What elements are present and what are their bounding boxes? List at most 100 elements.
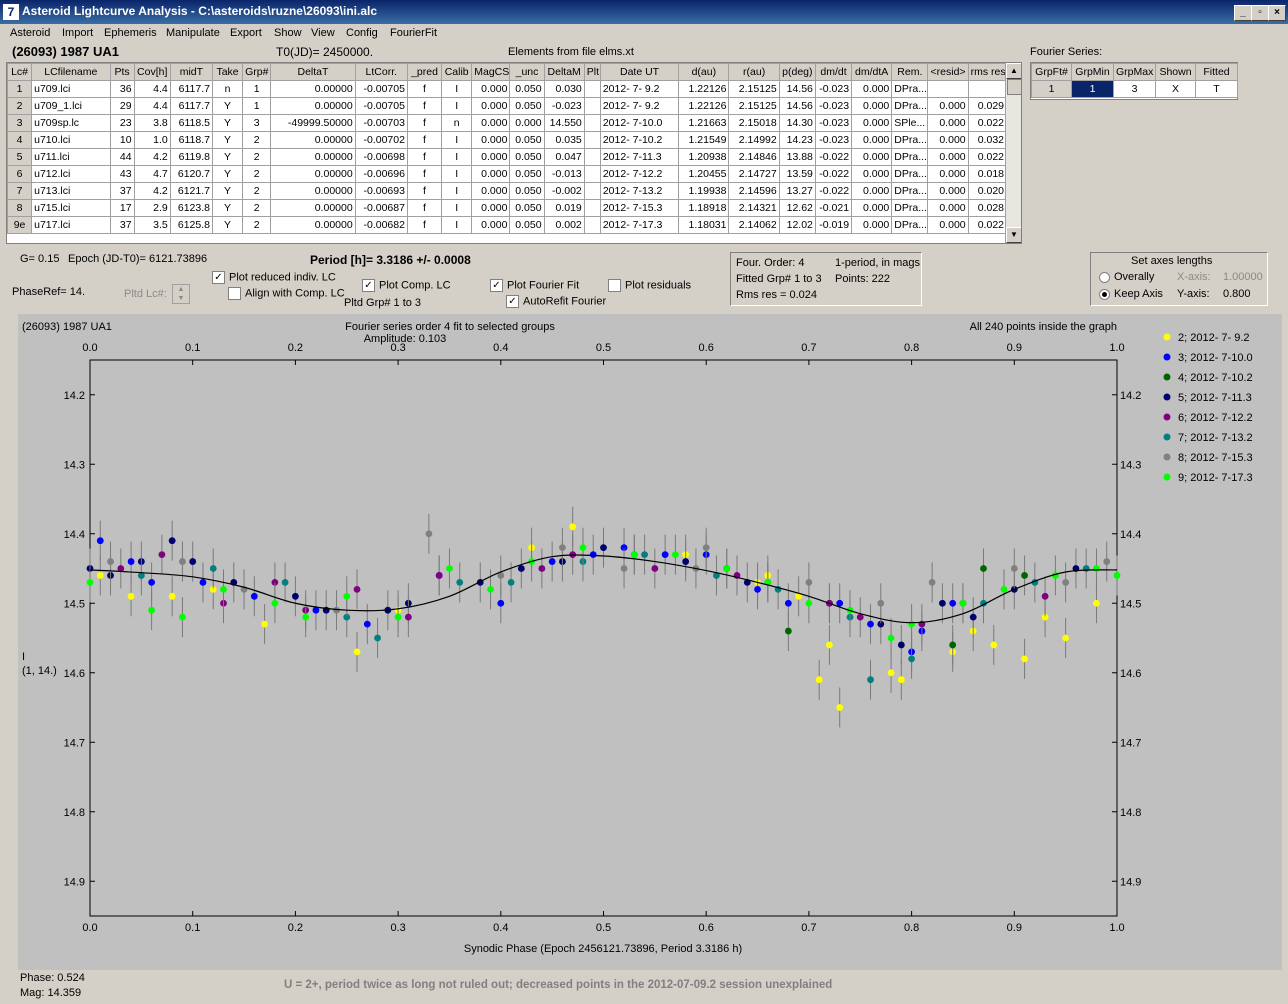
column-header[interactable]: Rem.	[891, 63, 929, 81]
table-cell[interactable]: -0.022	[814, 148, 853, 166]
table-cell[interactable]: 14.30	[778, 114, 816, 132]
table-row[interactable]: 7 u713.lci 37 4.2 6121.7 Y 2 0.00000 -0.00693 f I 0…	[7, 182, 1008, 200]
table-cell[interactable]: 2.9	[133, 199, 171, 217]
fourier-cell[interactable]: X	[1155, 80, 1196, 98]
table-cell[interactable]: I	[441, 216, 473, 234]
fourier-cell[interactable]: 1	[1071, 80, 1114, 98]
table-cell[interactable]: 2.15125	[728, 97, 780, 115]
row-header[interactable]: 1	[7, 80, 33, 98]
table-row[interactable]: 3 u709sp.lc 23 3.8 6118.5 Y 3 -49999.50000 -0.00…	[7, 114, 1008, 132]
table-cell[interactable]: u709_1.lci	[31, 97, 111, 115]
table-cell[interactable]: 14.56	[778, 97, 816, 115]
menu-asteroid[interactable]: Asteroid	[10, 27, 51, 39]
menu-export[interactable]: Export	[230, 27, 262, 39]
table-cell[interactable]: 0.000	[927, 97, 969, 115]
table-cell[interactable]: 0.000	[471, 182, 511, 200]
scroll-thumb[interactable]	[1007, 79, 1021, 95]
table-cell[interactable]: n	[441, 114, 473, 132]
table-cell[interactable]: 0.000	[851, 131, 893, 149]
table-cell[interactable]: 0.000	[927, 131, 969, 149]
table-cell[interactable]: u710.lci	[31, 131, 111, 149]
minimize-button[interactable]: _	[1234, 5, 1252, 21]
column-header[interactable]: LtCorr.	[354, 63, 408, 81]
table-cell[interactable]: Y	[211, 199, 244, 217]
table-cell[interactable]: 14.550	[543, 114, 585, 132]
table-cell[interactable]	[583, 97, 601, 115]
column-header[interactable]: Date UT	[599, 63, 680, 81]
table-cell[interactable]: f	[406, 114, 443, 132]
table-cell[interactable]: 1.22126	[678, 97, 730, 115]
table-cell[interactable]: f	[406, 97, 443, 115]
table-cell[interactable]: 6123.8	[169, 199, 213, 217]
table-cell[interactable]	[967, 80, 1008, 98]
table-cell[interactable]: 6125.8	[169, 216, 213, 234]
table-cell[interactable]: 0.018	[967, 165, 1008, 183]
table-cell[interactable]: 2.14062	[728, 216, 780, 234]
table-cell[interactable]: 2.14992	[728, 131, 780, 149]
table-cell[interactable]: 0.035	[543, 131, 585, 149]
table-cell[interactable]: 6121.7	[169, 182, 213, 200]
table-row[interactable]: 1 u709.lci 36 4.4 6117.7 n 1 0.00000 -0.00705 f I 0…	[7, 80, 1008, 98]
table-cell[interactable]	[583, 199, 601, 217]
table-cell[interactable]: 13.59	[778, 165, 816, 183]
table-cell[interactable]: 0.00000	[270, 80, 356, 98]
table-row[interactable]: 6 u712.lci 43 4.7 6120.7 Y 2 0.00000 -0.00696 f I 0…	[7, 165, 1008, 183]
table-scrollbar[interactable]: ▲ ▼	[1005, 63, 1021, 243]
table-cell[interactable]: 4.2	[133, 182, 171, 200]
yaxis-value[interactable]: 0.800	[1223, 288, 1251, 300]
table-cell[interactable]: 2012- 7-13.2	[599, 182, 680, 200]
table-cell[interactable]: 1.21663	[678, 114, 730, 132]
table-cell[interactable]: 3.5	[133, 216, 171, 234]
table-row[interactable]: 9e u717.lci 37 3.5 6125.8 Y 2 0.00000 -0.00682 f I…	[7, 216, 1008, 234]
table-cell[interactable]: 2012- 7-10.0	[599, 114, 680, 132]
table-cell[interactable]: 0.000	[851, 199, 893, 217]
table-cell[interactable]: 29	[109, 97, 135, 115]
column-header[interactable]: p(deg)	[778, 63, 816, 81]
table-cell[interactable]	[583, 131, 601, 149]
table-cell[interactable]: 0.000	[927, 114, 969, 132]
maximize-button[interactable]: ▫	[1251, 5, 1269, 21]
table-cell[interactable]: 1.0	[133, 131, 171, 149]
plot-fourier-checkbox[interactable]: ✓ Plot Fourier Fit	[490, 279, 579, 292]
table-row[interactable]: 2 u709_1.lci 29 4.4 6117.7 Y 1 0.00000 -0.00705 f…	[7, 97, 1008, 115]
close-button[interactable]: ×	[1268, 5, 1286, 21]
table-cell[interactable]: 0.000	[851, 182, 893, 200]
table-cell[interactable]: 12.62	[778, 199, 816, 217]
table-cell[interactable]: 6117.7	[169, 80, 213, 98]
table-cell[interactable]: 37	[109, 216, 135, 234]
table-cell[interactable]: 3.8	[133, 114, 171, 132]
table-cell[interactable]: 0.000	[927, 182, 969, 200]
table-cell[interactable]: f	[406, 182, 443, 200]
table-cell[interactable]: 0.000	[851, 216, 893, 234]
table-cell[interactable]: -0.00705	[354, 80, 408, 98]
table-cell[interactable]: DPra...	[891, 199, 929, 217]
table-cell[interactable]: 0.020	[967, 182, 1008, 200]
table-cell[interactable]: 1.20455	[678, 165, 730, 183]
column-header[interactable]: midT	[169, 63, 213, 81]
row-header[interactable]: 9e	[7, 216, 33, 234]
table-cell[interactable]: I	[441, 182, 473, 200]
menu-show[interactable]: Show	[274, 27, 302, 39]
table-cell[interactable]: DPra...	[891, 97, 929, 115]
table-cell[interactable]: 0.050	[509, 148, 545, 166]
table-cell[interactable]: 1.21549	[678, 131, 730, 149]
row-header[interactable]: 3	[7, 114, 33, 132]
plot-comp-checkbox[interactable]: ✓ Plot Comp. LC	[362, 279, 451, 292]
table-cell[interactable]: 0.050	[509, 97, 545, 115]
table-cell[interactable]: 0.022	[967, 114, 1008, 132]
table-cell[interactable]: u713.lci	[31, 182, 111, 200]
table-cell[interactable]: 0.022	[967, 148, 1008, 166]
table-cell[interactable]: u712.lci	[31, 165, 111, 183]
table-cell[interactable]: 4.7	[133, 165, 171, 183]
pltd-lc-spinner[interactable]: ▲ ▼	[172, 284, 190, 304]
table-cell[interactable]: 0.00000	[270, 216, 356, 234]
scroll-up-icon[interactable]: ▲	[1006, 63, 1021, 79]
table-cell[interactable]: 0.019	[543, 199, 585, 217]
menu-ephemeris[interactable]: Ephemeris	[104, 27, 157, 39]
fourier-cell[interactable]: T	[1195, 80, 1238, 98]
table-cell[interactable]: 0.000	[927, 216, 969, 234]
table-cell[interactable]: f	[406, 131, 443, 149]
table-cell[interactable]: 12.02	[778, 216, 816, 234]
table-cell[interactable]: -0.00705	[354, 97, 408, 115]
menu-fourierfit[interactable]: FourierFit	[390, 27, 438, 39]
